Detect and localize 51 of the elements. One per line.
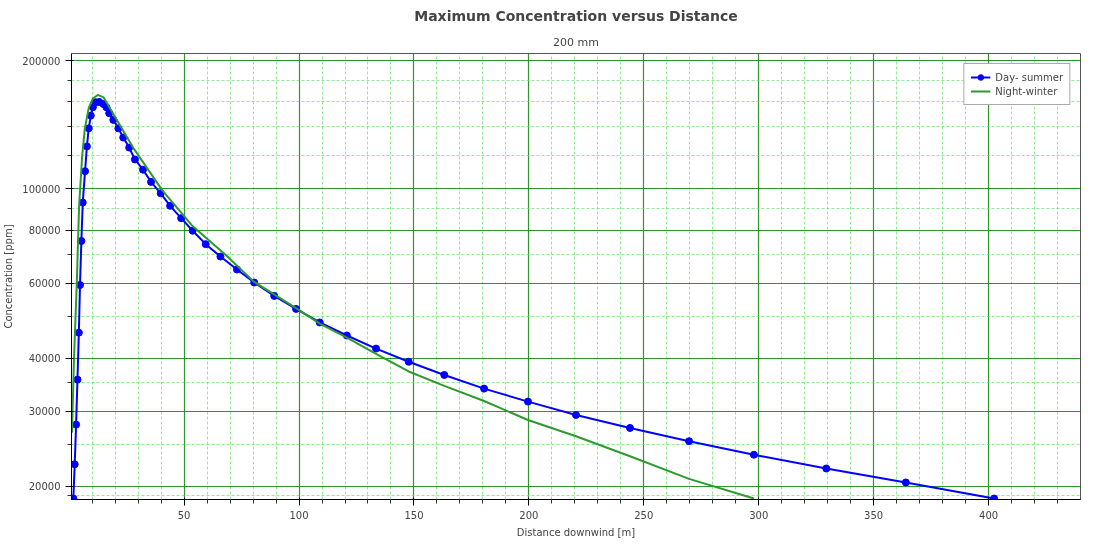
line-series <box>71 93 755 500</box>
point <box>74 328 83 337</box>
point <box>166 201 175 210</box>
point <box>177 214 186 223</box>
point <box>216 252 225 261</box>
point <box>78 198 87 207</box>
point <box>130 155 139 164</box>
y-tick-label: 30000 <box>28 406 61 418</box>
point <box>147 177 156 186</box>
y-tick-label: 100000 <box>22 183 61 195</box>
point <box>71 494 78 500</box>
y-tick-label: 20000 <box>28 481 61 493</box>
x-tick-label: 100 <box>289 509 309 521</box>
point <box>404 357 413 366</box>
point <box>138 165 147 174</box>
x-axis-title: Distance downwind [m] <box>516 526 636 538</box>
x-tick-label: 50 <box>177 509 191 521</box>
y-tick-label: 80000 <box>28 225 61 237</box>
x-tick-label: 250 <box>634 509 654 521</box>
legend-label: Night-winter <box>995 84 1058 98</box>
point <box>81 167 90 176</box>
point <box>72 420 81 429</box>
point <box>82 142 91 151</box>
y-tick-label: 60000 <box>28 278 61 290</box>
legend-label: Day- summer <box>995 70 1063 84</box>
y-tick-label: 40000 <box>28 353 61 365</box>
x-tick-label: 400 <box>979 509 999 521</box>
point <box>901 478 910 487</box>
chart-subtitle: 200 mm <box>553 35 599 49</box>
y-axis-title: Concentration [ppm] <box>3 224 15 329</box>
point <box>572 410 580 419</box>
point <box>201 240 210 249</box>
point <box>73 375 82 384</box>
point <box>188 226 197 235</box>
x-tick-label: 150 <box>404 509 424 521</box>
chart-title: Maximum Concentration versus Distance <box>414 7 738 24</box>
point <box>626 423 635 432</box>
point <box>749 450 758 459</box>
point <box>440 370 449 379</box>
point <box>822 464 831 473</box>
point <box>523 397 532 406</box>
point <box>372 344 381 353</box>
x-tick-label: 350 <box>864 509 884 521</box>
y-tick-label: 200000 <box>22 55 61 67</box>
point <box>77 236 86 245</box>
x-tick-label: 200 <box>519 509 539 521</box>
point <box>71 460 79 469</box>
point <box>685 437 694 446</box>
x-tick-label: 300 <box>749 509 769 521</box>
point <box>84 124 93 133</box>
point <box>480 384 489 393</box>
